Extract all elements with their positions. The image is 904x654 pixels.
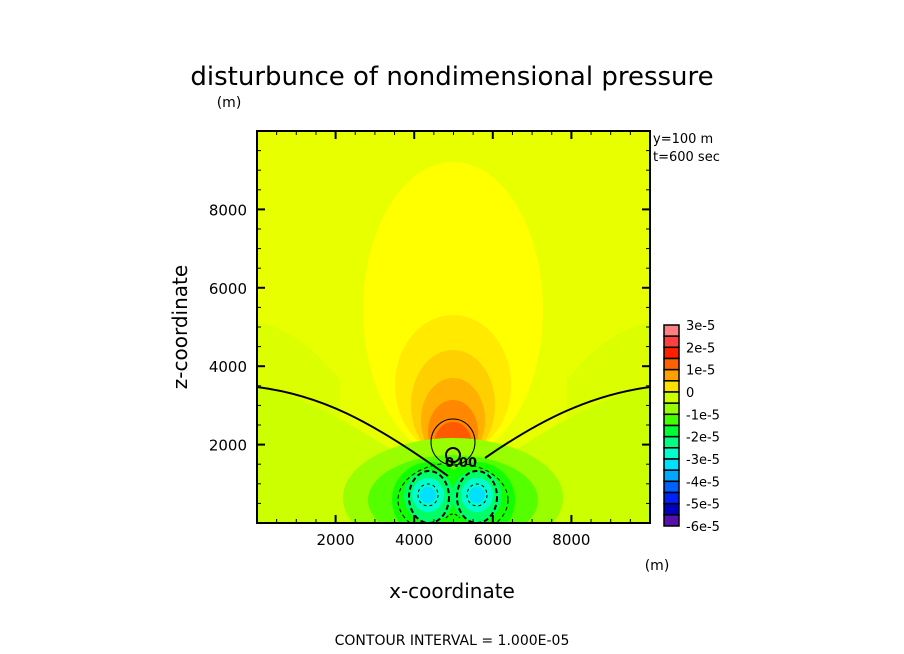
colorbar-label: 2e-5 — [686, 341, 715, 356]
colorbar-label: -1e-5 — [686, 408, 720, 423]
colorbar-swatch — [663, 447, 680, 460]
colorbar-swatch — [663, 368, 680, 382]
colorbar-swatch — [663, 402, 680, 416]
colorbar-swatch — [663, 469, 680, 483]
positive-contour-inner — [445, 447, 461, 463]
colorbar-label: 1e-5 — [686, 364, 715, 379]
x-tick-label: 4000 — [395, 531, 433, 549]
field-min-right — [469, 487, 485, 503]
colorbar-swatch — [663, 480, 680, 494]
negative-contour-center — [445, 513, 461, 519]
negative-contour-left — [408, 470, 450, 523]
colorbar-labels: 3e-5 2e-5 1e-5 0 -1e-5 -2e-5 -3e-5 -4e-5 -5e-5 -6… — [686, 319, 720, 535]
colorbar-label: 0 — [686, 386, 694, 401]
colorbar-swatch — [663, 380, 680, 393]
positive-contour — [430, 418, 476, 466]
colorbar-swatch — [663, 514, 680, 527]
tick-labels: 2000 4000 6000 8000 2000 4000 6000 8000 — [209, 201, 591, 549]
y-tick-label: 8000 — [209, 201, 247, 219]
contour-interval-note: CONTOUR INTERVAL = 1.000E-05 — [335, 633, 570, 649]
x-tick-label: 6000 — [474, 531, 512, 549]
negative-contour-outer — [397, 462, 509, 523]
colorbar-swatch — [663, 435, 680, 449]
colorbar-swatch — [663, 413, 680, 427]
colorbar-swatch — [663, 324, 680, 337]
colorbar-swatch — [663, 491, 680, 505]
y-tick-label: 2000 — [209, 437, 247, 455]
annotation-y: y=100 m — [653, 132, 713, 147]
colorbar-swatch — [663, 391, 680, 404]
colorbar-label: -5e-5 — [686, 498, 720, 513]
colorbar-swatch — [663, 424, 680, 438]
colorbar-swatch — [663, 458, 680, 471]
colorbar-label: 3e-5 — [686, 319, 715, 334]
colorbar-swatch — [663, 502, 680, 516]
contour-label: 0.00 — [445, 456, 477, 471]
colorbar-swatch — [663, 346, 680, 360]
negative-contour-left-inner — [417, 483, 439, 507]
plot-area: 0.00 — [257, 131, 650, 523]
colorbar — [663, 324, 680, 527]
negative-contour-right-inner — [466, 483, 488, 507]
y-unit-label: (m) — [217, 95, 242, 111]
colorbar-swatch — [663, 335, 680, 349]
colorbar-label: -4e-5 — [686, 475, 720, 490]
colorbar-swatch — [663, 357, 680, 371]
x-tick-label: 2000 — [317, 531, 355, 549]
zero-contour-left — [257, 386, 449, 477]
x-unit-label: (m) — [645, 558, 670, 574]
y-tick-label: 4000 — [209, 358, 247, 376]
chart-title: disturbunce of nondimensional pressure — [190, 62, 713, 92]
field-min-left — [420, 487, 436, 503]
colorbar-label: -3e-5 — [686, 453, 720, 468]
axis-ticks — [257, 131, 650, 523]
zero-contour-right — [484, 386, 650, 459]
colorbar-label: -2e-5 — [686, 431, 720, 446]
x-axis-label: x-coordinate — [389, 579, 515, 603]
colorbar-label: -6e-5 — [686, 520, 720, 535]
x-tick-label: 8000 — [552, 531, 590, 549]
annotation-t: t=600 sec — [653, 150, 720, 165]
y-tick-label: 6000 — [209, 280, 247, 298]
negative-contour-right — [456, 470, 498, 523]
y-axis-label: z-coordinate — [168, 265, 192, 389]
